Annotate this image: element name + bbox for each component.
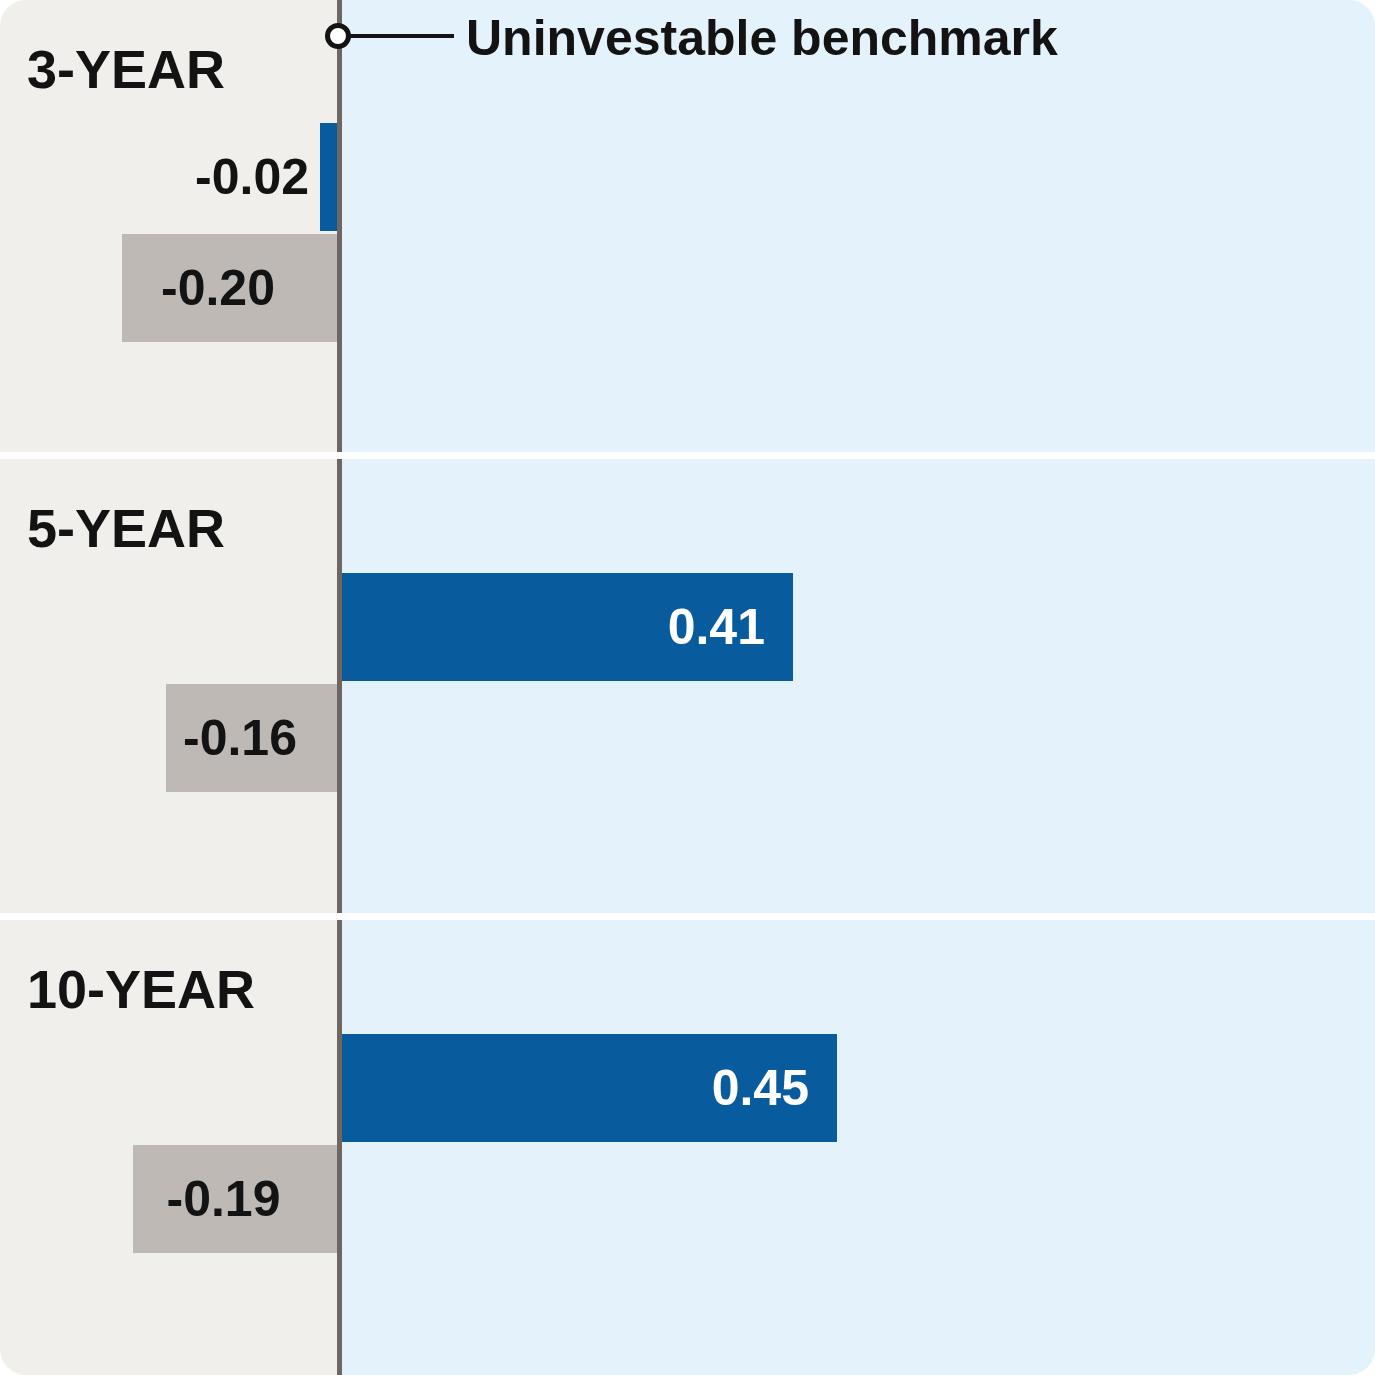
section-3-year: -0.20 -0.02 3-YEAR Uninvestable benchmar…: [0, 0, 1375, 452]
bar-blue-5-year: 0.41: [342, 573, 793, 681]
bar-blue-5-year-value: 0.41: [668, 602, 793, 652]
bar-gray-5-year-value: -0.16: [183, 713, 297, 763]
benchmark-callout-label: Uninvestable benchmark: [466, 11, 1058, 65]
section-10-year: 0.45 -0.19 10-YEAR: [0, 920, 1375, 1375]
bar-chart: -0.20 -0.02 3-YEAR Uninvestable benchmar…: [0, 0, 1375, 1375]
right-panel-background: [337, 459, 1375, 913]
bar-gray-3-year-value: -0.20: [161, 263, 275, 313]
zero-baseline: [337, 459, 342, 913]
category-label-5-year: 5-YEAR: [27, 501, 225, 555]
zero-baseline: [337, 0, 342, 452]
category-label-3-year: 3-YEAR: [27, 42, 225, 96]
benchmark-callout-line: [350, 34, 454, 38]
bar-gray-10-year-value: -0.19: [167, 1174, 281, 1224]
section-5-year: 0.41 -0.16 5-YEAR: [0, 459, 1375, 913]
right-panel-background: [337, 0, 1375, 452]
bar-gray-10-year: -0.19: [133, 1145, 342, 1253]
right-panel-background: [337, 920, 1375, 1375]
category-label-10-year: 10-YEAR: [27, 962, 255, 1016]
benchmark-marker-dot: [325, 23, 351, 49]
bar-blue-3-year-value: -0.02: [0, 123, 309, 231]
zero-baseline: [337, 920, 342, 1375]
bar-gray-3-year: -0.20: [122, 234, 342, 342]
bar-blue-10-year-value: 0.45: [712, 1063, 837, 1113]
bar-gray-5-year: -0.16: [166, 684, 342, 792]
bar-blue-10-year: 0.45: [342, 1034, 837, 1142]
